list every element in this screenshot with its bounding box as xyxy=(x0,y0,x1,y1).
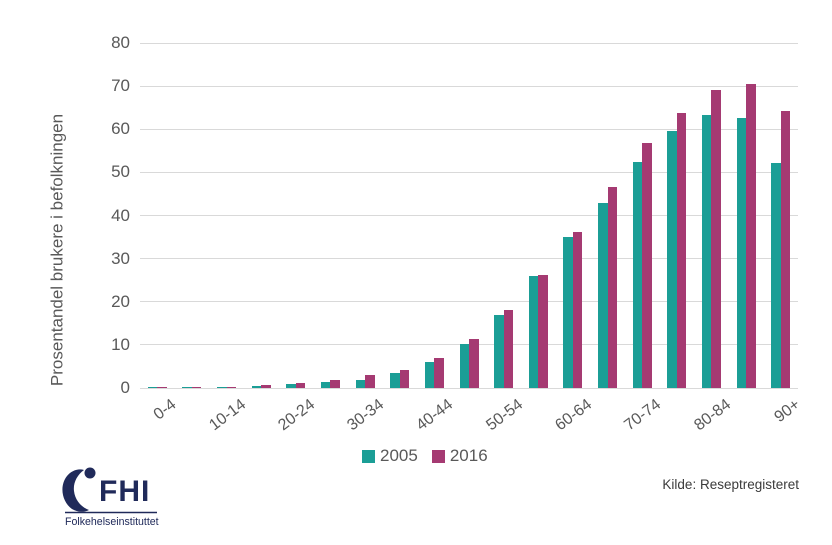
gridline-30 xyxy=(140,258,798,260)
bar-2005-65-69 xyxy=(598,203,608,388)
fhi-logo-swoosh-icon xyxy=(62,469,89,512)
bar-2016-45-49 xyxy=(469,338,479,388)
y-tick-label-40: 40 xyxy=(111,205,130,225)
bar-2005-45-49 xyxy=(459,344,469,388)
source-caption: Kilde: Reseptregisteret xyxy=(662,477,799,492)
x-tick-label-10-14: 10-14 xyxy=(205,396,249,435)
bar-2016-20-24 xyxy=(295,382,306,388)
x-tick-label-50-54: 50-54 xyxy=(482,396,526,435)
legend-swatch-2016 xyxy=(431,450,445,463)
bar-2005-35-39 xyxy=(390,373,400,388)
fhi-logo-head-dot xyxy=(84,467,96,479)
x-tick-label-70-74: 70-74 xyxy=(621,396,665,435)
y-tick-label-20: 20 xyxy=(111,291,130,311)
bar-2005-10-14 xyxy=(217,386,227,388)
bar-2005-25-29 xyxy=(320,382,331,388)
x-tick-label-30-34: 30-34 xyxy=(344,396,388,435)
x-tick-label-90+: 90+ xyxy=(771,396,803,426)
y-tick-label-70: 70 xyxy=(111,76,130,96)
gridline-60 xyxy=(140,128,798,130)
bar-2005-70-74 xyxy=(632,162,643,388)
y-tick-label-50: 50 xyxy=(111,162,130,182)
bar-2016-80-84 xyxy=(711,89,721,388)
bar-2016-40-44 xyxy=(434,358,444,388)
bar-2016-50-54 xyxy=(503,309,514,388)
bar-2005-60-64 xyxy=(563,237,573,388)
bar-2005-50-54 xyxy=(494,314,504,388)
bar-2005-5-9 xyxy=(182,386,192,388)
bar-2016-10-14 xyxy=(226,386,237,388)
bar-2016-55-59 xyxy=(538,274,548,388)
legend: 2005 2016 xyxy=(362,446,488,466)
bar-2016-70-74 xyxy=(642,143,652,388)
legend-item-2005: 2005 xyxy=(362,446,418,466)
bar-2005-85-89 xyxy=(736,118,747,388)
bar-2016-75-79 xyxy=(676,112,687,388)
fhi-logo-small-dot-1 xyxy=(64,488,70,494)
bar-2005-0-4 xyxy=(147,386,158,388)
bar-2016-85-89 xyxy=(746,83,756,388)
bar-2005-40-44 xyxy=(424,362,435,388)
bar-2016-5-9 xyxy=(191,386,202,388)
legend-swatch-2005 xyxy=(362,450,375,463)
bar-2005-15-19 xyxy=(251,386,262,388)
bar-2005-20-24 xyxy=(286,384,296,388)
gridline-80 xyxy=(140,42,798,44)
bar-2005-30-34 xyxy=(355,379,366,388)
fhi-logo-abbr: FHI xyxy=(99,475,150,508)
bar-2016-15-19 xyxy=(261,384,271,388)
y-tick-label-10: 10 xyxy=(111,334,130,354)
x-tick-label-60-64: 60-64 xyxy=(552,396,596,435)
bar-2005-55-59 xyxy=(528,275,539,388)
gridline-70 xyxy=(140,85,798,87)
fhi-logo: FHI Folkehelseinstituttet xyxy=(62,467,159,528)
bar-2005-90+ xyxy=(771,162,781,388)
legend-label-2005: 2005 xyxy=(380,446,418,465)
gridline-20 xyxy=(140,301,798,303)
fhi-logo-name: Folkehelseinstituttet xyxy=(65,516,159,528)
bar-2016-30-34 xyxy=(365,375,375,388)
gridline-0 xyxy=(140,387,798,389)
x-tick-label-40-44: 40-44 xyxy=(413,396,457,435)
gridline-40 xyxy=(140,215,798,216)
legend-label-2016: 2016 xyxy=(449,446,488,465)
gridline-50 xyxy=(140,171,798,173)
y-tick-label-60: 60 xyxy=(111,119,130,139)
bar-2016-35-39 xyxy=(399,369,410,388)
bar-2016-25-29 xyxy=(330,379,340,388)
y-axis-title: Prosentandel brukere i befolkningen xyxy=(47,113,67,387)
bar-2016-0-4 xyxy=(157,386,167,388)
y-tick-label-0: 0 xyxy=(120,378,130,397)
x-tick-label-80-84: 80-84 xyxy=(690,396,734,435)
bar-2016-60-64 xyxy=(572,232,583,388)
bar-2005-80-84 xyxy=(701,114,712,388)
x-tick-label-20-24: 20-24 xyxy=(275,396,319,435)
x-tick-label-0-4: 0-4 xyxy=(150,396,180,424)
y-tick-label-80: 80 xyxy=(111,33,130,52)
bar-2016-65-69 xyxy=(607,187,618,388)
bar-2016-90+ xyxy=(780,110,791,388)
legend-item-2016: 2016 xyxy=(431,446,488,466)
fhi-logo-small-dot-2 xyxy=(70,498,74,502)
y-tick-label-30: 30 xyxy=(111,248,130,268)
bar-2005-75-79 xyxy=(667,131,677,388)
